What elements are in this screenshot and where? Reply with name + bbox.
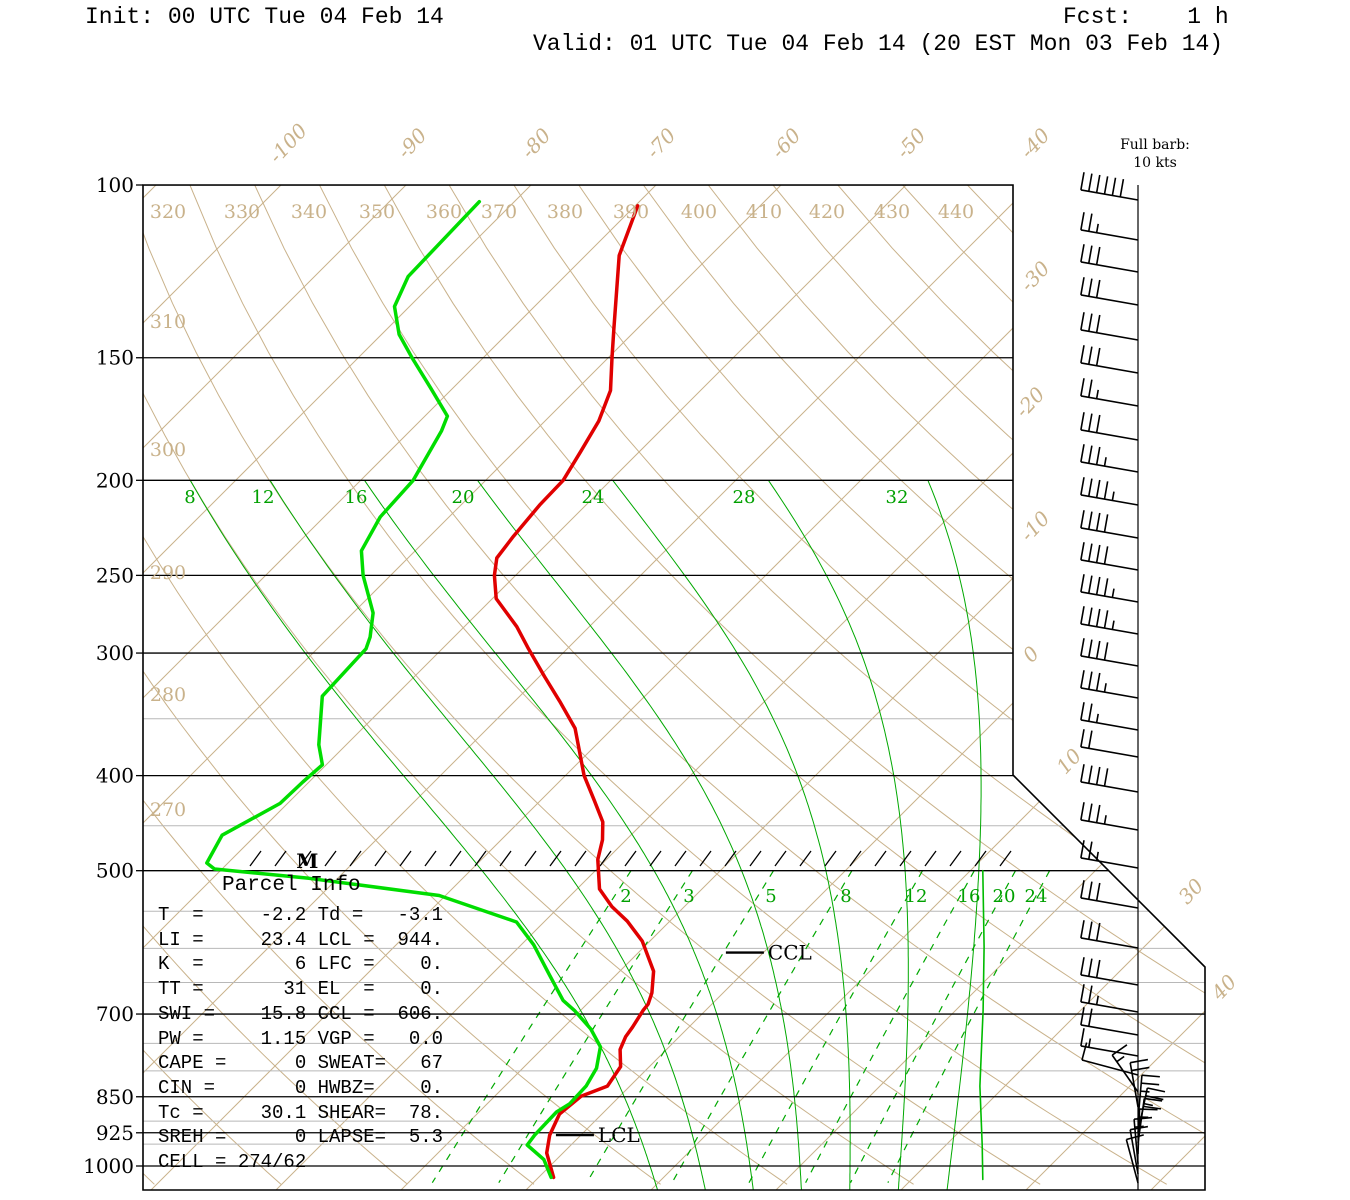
parcel-info-row: SWI = 15.8 CCL = 606. bbox=[158, 1002, 444, 1025]
isotherm-labels-top: -100 -90 -80 -70 -60 -50 -40 bbox=[264, 118, 1055, 167]
svg-text:850: 850 bbox=[96, 1085, 134, 1109]
parcel-info-row: SREH = 0 LAPSE= 5.3 bbox=[158, 1126, 444, 1149]
svg-text:-100: -100 bbox=[264, 118, 312, 167]
svg-text:250: 250 bbox=[96, 563, 134, 587]
svg-text:200: 200 bbox=[96, 468, 134, 492]
parcel-info-row: K = 6 LFC = 0. bbox=[158, 953, 444, 976]
svg-text:1000: 1000 bbox=[83, 1154, 134, 1178]
svg-text:-20: -20 bbox=[1010, 382, 1050, 422]
svg-text:380: 380 bbox=[547, 201, 583, 223]
svg-text:310: 310 bbox=[150, 311, 186, 333]
svg-text:700: 700 bbox=[96, 1002, 134, 1026]
svg-text:16: 16 bbox=[345, 487, 368, 508]
svg-text:280: 280 bbox=[150, 684, 186, 706]
svg-text:5: 5 bbox=[765, 886, 776, 907]
svg-text:350: 350 bbox=[359, 201, 395, 223]
parcel-info-row: CIN = 0 HWBZ= 0. bbox=[158, 1076, 444, 1099]
svg-text:-30: -30 bbox=[1015, 256, 1055, 296]
svg-text:LCL: LCL bbox=[598, 1123, 640, 1147]
svg-text:300: 300 bbox=[150, 439, 186, 461]
aux_parcel_line-trace bbox=[979, 869, 985, 1181]
svg-text:0: 0 bbox=[1018, 641, 1044, 667]
svg-text:270: 270 bbox=[150, 799, 186, 821]
temperature-trace bbox=[492, 204, 656, 1180]
svg-text:CCL: CCL bbox=[768, 941, 812, 965]
svg-text:40: 40 bbox=[1206, 970, 1242, 1006]
svg-text:10: 10 bbox=[1051, 744, 1086, 779]
parcel-info-row: PW = 1.15 VGP = 0.0 bbox=[158, 1027, 444, 1050]
valid-time-label: Valid: 01 UTC Tue 04 Feb 14 (20 EST Mon … bbox=[533, 31, 1224, 57]
parcel-info-row: CAPE = 0 SWEAT= 67 bbox=[158, 1052, 444, 1075]
svg-text:925: 925 bbox=[96, 1121, 134, 1145]
parcel-info-row: CELL = 274/62 bbox=[158, 1151, 307, 1174]
hatched-level bbox=[249, 850, 1012, 867]
svg-text:400: 400 bbox=[96, 764, 134, 788]
svg-text:410: 410 bbox=[746, 201, 782, 223]
svg-text:8: 8 bbox=[184, 487, 195, 508]
svg-text:340: 340 bbox=[291, 201, 327, 223]
full-barb-label: Full barb: bbox=[1120, 137, 1190, 153]
parcel-info-row: T = -2.2 Td = -3.1 bbox=[158, 904, 444, 926]
svg-text:-50: -50 bbox=[891, 123, 931, 163]
svg-text:2: 2 bbox=[620, 886, 631, 907]
init-time-label: Init: 00 UTC Tue 04 Feb 14 bbox=[85, 4, 444, 30]
svg-text:-60: -60 bbox=[766, 123, 806, 163]
svg-text:400: 400 bbox=[681, 201, 717, 223]
dry-adiabat-labels: 320 330 340 350 360 370 380 390 400 410 420 430 440 3… bbox=[150, 201, 974, 821]
svg-text:8: 8 bbox=[840, 886, 851, 907]
svg-text:24: 24 bbox=[1025, 886, 1048, 907]
parcel-info-row: Tc = 30.1 SHEAR= 78. bbox=[158, 1101, 444, 1124]
svg-text:300: 300 bbox=[96, 641, 134, 665]
wind-barb-legend: Full barb: 10 kts bbox=[1095, 136, 1215, 172]
plot-border bbox=[142, 184, 1206, 1191]
parcel-info-row: LI = 23.4 LCL = 944. bbox=[158, 928, 444, 951]
full-barb-value: 10 kts bbox=[1133, 155, 1177, 171]
svg-text:390: 390 bbox=[613, 201, 649, 223]
mixing-ratio-labels: 2 3 5 8 12 16 20 24 bbox=[620, 886, 1047, 907]
parcel-info-row: TT = 31 EL = 0. bbox=[158, 978, 444, 1001]
svg-text:-40: -40 bbox=[1015, 123, 1055, 163]
forecast-hour-label: Fcst: 1 h bbox=[1063, 4, 1229, 30]
svg-text:20: 20 bbox=[993, 886, 1016, 907]
dewpoint-trace bbox=[205, 199, 603, 1180]
svg-text:24: 24 bbox=[582, 487, 605, 508]
svg-text:-70: -70 bbox=[641, 123, 681, 163]
svg-text:370: 370 bbox=[481, 201, 517, 223]
pressure-lines-major bbox=[143, 185, 1205, 1167]
mixing-ratio-lines bbox=[431, 870, 1051, 1184]
wind-barbs bbox=[1080, 172, 1166, 1190]
parcel-info-title: Parcel Info bbox=[222, 874, 361, 897]
moist-adiabat-labels: 8 12 16 20 24 28 32 bbox=[184, 487, 908, 508]
svg-text:30: 30 bbox=[1173, 874, 1208, 909]
svg-text:360: 360 bbox=[426, 201, 462, 223]
pressure-axis-labels: 100 150 200 250 300 400 500 700 850 925 1000 bbox=[83, 173, 143, 1178]
svg-text:12: 12 bbox=[252, 487, 275, 508]
svg-text:16: 16 bbox=[958, 886, 981, 907]
svg-text:150: 150 bbox=[96, 346, 134, 370]
svg-text:290: 290 bbox=[150, 562, 186, 584]
svg-text:420: 420 bbox=[809, 201, 845, 223]
svg-text:500: 500 bbox=[96, 859, 134, 883]
svg-text:20: 20 bbox=[452, 487, 475, 508]
svg-text:-90: -90 bbox=[392, 123, 432, 163]
svg-text:440: 440 bbox=[938, 201, 974, 223]
svg-text:3: 3 bbox=[683, 886, 694, 907]
svg-text:12: 12 bbox=[905, 886, 928, 907]
moist-adiabats bbox=[189, 479, 982, 1190]
level-markers: M CCL LCL bbox=[296, 849, 812, 1147]
svg-text:320: 320 bbox=[150, 201, 186, 223]
svg-text:28: 28 bbox=[733, 487, 756, 508]
svg-text:330: 330 bbox=[224, 201, 260, 223]
parcel-info-table: T = -2.2 Td = -3.1 LI = 23.4 LCL = 944. K … bbox=[158, 903, 443, 1175]
svg-text:-80: -80 bbox=[516, 123, 556, 163]
svg-text:-10: -10 bbox=[1015, 506, 1055, 546]
svg-text:M: M bbox=[296, 849, 318, 873]
svg-text:430: 430 bbox=[874, 201, 910, 223]
svg-text:100: 100 bbox=[96, 173, 134, 197]
svg-text:32: 32 bbox=[886, 487, 909, 508]
